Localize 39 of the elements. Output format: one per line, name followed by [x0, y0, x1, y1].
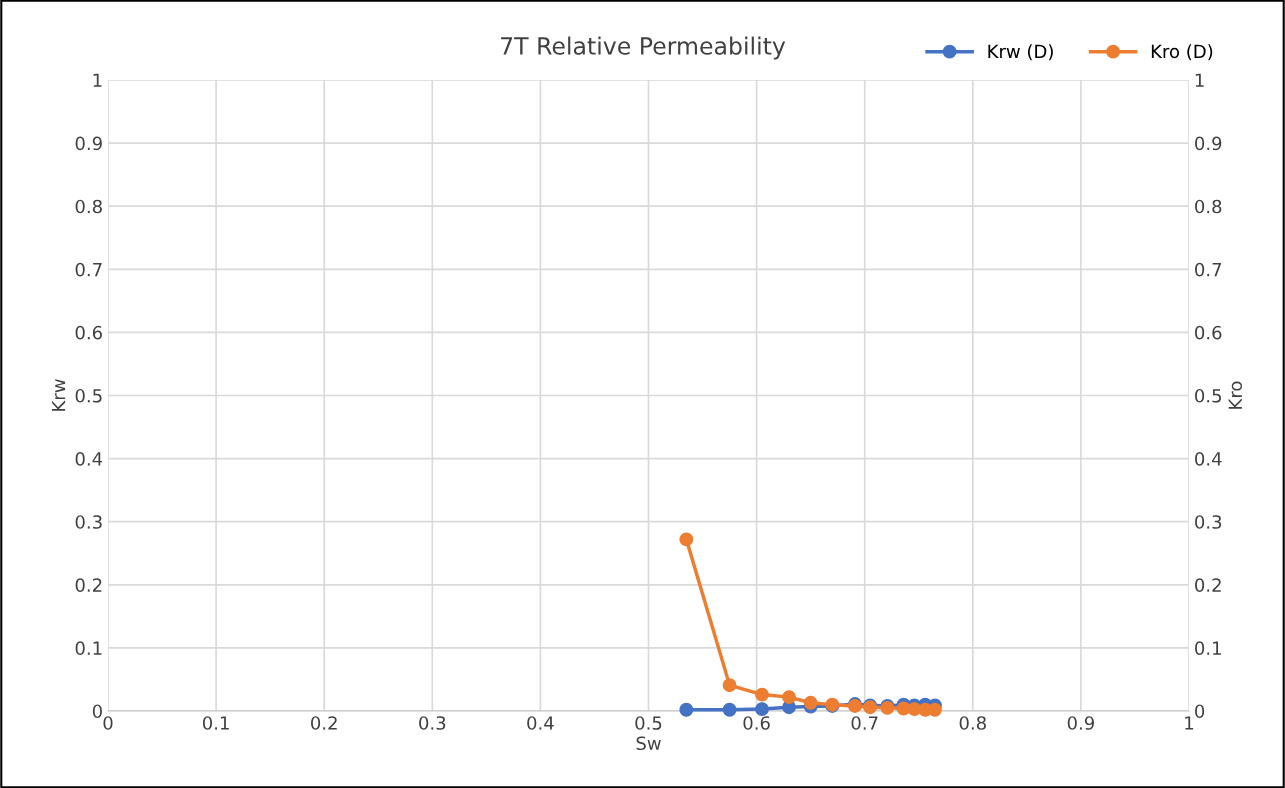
x-tick-label: 0.1	[202, 716, 229, 730]
y-tick-label: 0	[92, 704, 102, 719]
y-tick-label: 0.5	[75, 388, 102, 403]
x-tick-label: 1	[1185, 716, 1194, 730]
y2-tick-label: 0.3	[1195, 515, 1222, 529]
y-tick-label: 0.9	[75, 136, 102, 151]
legend-label: Krw (D)	[988, 44, 1053, 61]
y-tick-label: 0.7	[75, 262, 102, 277]
y-tick-label: 0.8	[75, 199, 102, 214]
x-tick-label: 0.6	[743, 716, 770, 730]
y-tick-label: 0.2	[75, 578, 102, 592]
x-tick-label: 0	[103, 716, 113, 730]
y2-axis-title: Kro	[1228, 381, 1243, 409]
y2-tick-label: 0.6	[1195, 325, 1222, 340]
y2-tick-label: 0.4	[1195, 452, 1222, 466]
x-tick-label: 0.2	[311, 716, 337, 730]
legend-label: Kro (D)	[1151, 44, 1213, 61]
y2-tick-label: 1	[1195, 73, 1204, 87]
y2-tick-label: 0.7	[1195, 262, 1222, 277]
x-tick-label: 0.9	[1067, 716, 1094, 730]
x-tick-label: 0.4	[527, 716, 554, 730]
y-axis-title: Krw	[51, 379, 66, 411]
y-tick-label: 0.3	[75, 515, 102, 529]
y2-tick-label: 0	[1195, 704, 1205, 719]
y-tick-label: 0.4	[75, 452, 103, 466]
x-tick-label: 0.5	[635, 716, 662, 730]
y2-tick-label: 0.2	[1195, 578, 1221, 592]
x-tick-label: 0.3	[419, 716, 446, 730]
y2-tick-label: 0.8	[1195, 199, 1222, 214]
x-axis-title: Sw	[636, 736, 661, 751]
y-tick-label: 0.6	[75, 325, 102, 340]
y-tick-label: 0.1	[75, 641, 102, 656]
x-tick-label: 0.7	[851, 716, 878, 730]
chart-title: 7T Relative Permeability	[501, 36, 786, 60]
y2-tick-label: 0.1	[1195, 641, 1221, 656]
y-tick-label: 1	[93, 73, 102, 87]
y2-tick-label: 0.5	[1195, 388, 1221, 403]
y2-tick-label: 0.9	[1195, 136, 1222, 151]
x-tick-label: 0.8	[959, 716, 986, 730]
